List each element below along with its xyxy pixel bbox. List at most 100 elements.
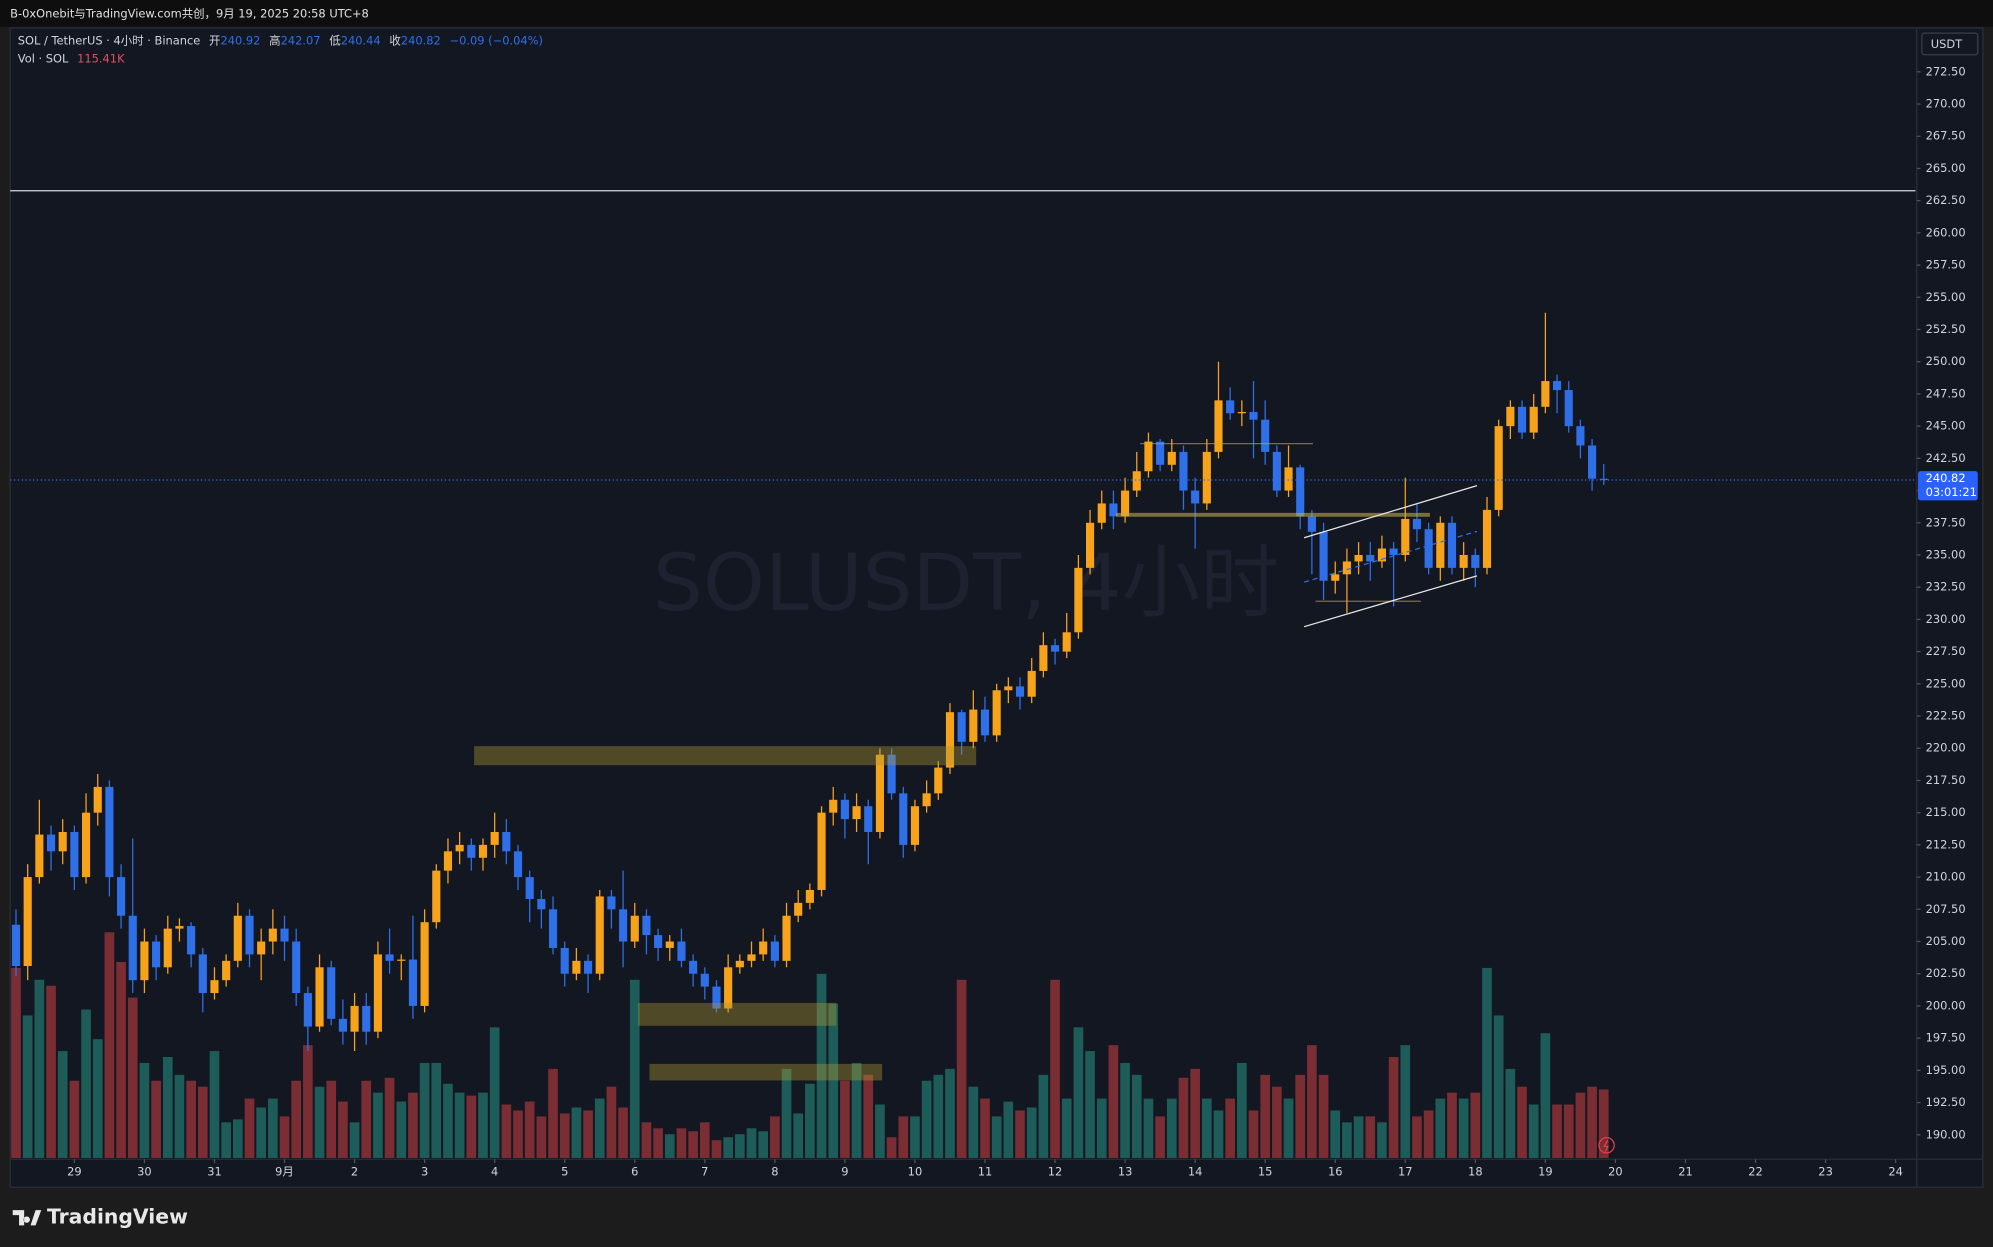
- x-tick-label: 6: [631, 1164, 638, 1178]
- volume-bar: [1307, 1045, 1317, 1158]
- x-tick-label: 9月: [275, 1164, 294, 1178]
- volume-bar: [1026, 1107, 1037, 1158]
- y-tick-label: 235.00: [1926, 547, 1966, 561]
- x-tick-label: 22: [1748, 1164, 1763, 1178]
- candle-body: [805, 889, 814, 903]
- candle-body: [420, 922, 429, 1006]
- candle-body: [572, 960, 581, 974]
- y-tick-label: 245.00: [1926, 419, 1966, 433]
- volume-bar: [221, 1122, 231, 1158]
- alert-icon[interactable]: [1598, 1137, 1615, 1154]
- candle-body: [980, 709, 990, 736]
- candle-body: [654, 935, 663, 948]
- volume-bar: [197, 1086, 208, 1158]
- volume-bar: [303, 1045, 313, 1158]
- volume-bar: [664, 1134, 675, 1158]
- candle-body: [1482, 509, 1492, 568]
- candle-body: [1576, 426, 1585, 446]
- candle-body: [1109, 503, 1118, 517]
- volume-bar: [1085, 1051, 1095, 1158]
- volume-bar: [945, 1068, 955, 1158]
- volume-bar: [910, 1116, 920, 1158]
- alert-icon-bolt: [1602, 1139, 1609, 1152]
- volume-bar: [127, 997, 138, 1158]
- volume-bar: [641, 1122, 652, 1158]
- volume-bar: [1190, 1068, 1200, 1158]
- volume-bar: [1155, 1116, 1165, 1158]
- candle-body: [724, 967, 733, 1009]
- close-value: 240.82: [401, 33, 441, 47]
- volume-bar: [1166, 1098, 1177, 1158]
- open-value: 240.92: [220, 33, 260, 47]
- candle-body: [1121, 490, 1130, 517]
- currency-button[interactable]: [1921, 32, 1979, 56]
- candle-body: [1132, 471, 1141, 491]
- volume-bar: [1400, 1045, 1411, 1158]
- candle-body: [140, 941, 149, 981]
- volume-bar: [501, 1104, 512, 1158]
- candle-body: [1389, 548, 1398, 555]
- volume-bar: [1283, 1098, 1294, 1158]
- candle-body: [1331, 574, 1340, 581]
- volume-bar: [851, 1062, 862, 1158]
- candle-body: [373, 954, 382, 1032]
- candle-body: [1599, 478, 1608, 480]
- x-tick-label: 15: [1258, 1164, 1273, 1178]
- close-label: 收: [389, 33, 401, 47]
- volume-bar: [629, 979, 640, 1158]
- volume-bar: [1015, 1110, 1025, 1158]
- volume-bar: [1482, 967, 1492, 1158]
- volume-bar: [1458, 1098, 1469, 1158]
- candle-body: [537, 898, 546, 910]
- y-tick-label: 267.50: [1926, 129, 1966, 143]
- candle-body: [1377, 548, 1387, 562]
- candle-body: [1447, 522, 1457, 568]
- volume-bar: [11, 967, 21, 1158]
- tradingview-logo: TradingView: [12, 1205, 188, 1229]
- y-tick-label: 192.50: [1926, 1095, 1966, 1109]
- volume-bar: [1412, 1116, 1422, 1158]
- candle-body: [175, 926, 184, 929]
- candle-body: [899, 793, 908, 845]
- volume-bar: [232, 1119, 243, 1158]
- candle-body: [665, 941, 674, 948]
- y-tick-label: 272.50: [1926, 64, 1966, 78]
- y-tick-label: 260.00: [1926, 225, 1966, 239]
- candle-body: [163, 928, 172, 968]
- volume-bar: [466, 1095, 477, 1158]
- x-tick-label: 5: [561, 1164, 568, 1178]
- candle-body: [1459, 554, 1468, 568]
- volume-bar: [793, 1113, 804, 1158]
- candle-body: [1237, 411, 1246, 414]
- candle-body: [642, 915, 651, 936]
- logo-text: TradingView: [47, 1205, 188, 1229]
- y-tick-label: 227.50: [1926, 644, 1966, 658]
- candle-body: [1436, 522, 1445, 568]
- volume-bar: [1061, 1098, 1072, 1158]
- candle-body: [1015, 686, 1025, 697]
- volume-value: 115.41K: [77, 51, 125, 65]
- volume-bar: [139, 1062, 150, 1158]
- candle-body: [1342, 561, 1351, 575]
- candle-body: [1261, 419, 1270, 452]
- volume-bar: [186, 1080, 196, 1158]
- candle-body: [1086, 522, 1095, 568]
- volume-bar: [1272, 1086, 1282, 1158]
- volume-bar: [349, 1122, 360, 1158]
- volume-bar: [735, 1134, 745, 1158]
- volume-bar: [1528, 1104, 1539, 1158]
- volume-bar: [875, 1104, 885, 1158]
- candle-body: [583, 960, 593, 974]
- candle-body: [478, 844, 488, 858]
- volume-bar: [338, 1101, 348, 1158]
- y-tick-label: 197.50: [1926, 1031, 1966, 1045]
- x-tick-label: 19: [1538, 1164, 1553, 1178]
- candle-body: [700, 973, 709, 987]
- volume-bar: [443, 1083, 453, 1158]
- candle-body: [1062, 632, 1071, 652]
- volume-bar: [968, 1086, 979, 1158]
- volume-bar: [174, 1074, 185, 1158]
- volume-bar: [770, 1116, 780, 1158]
- candle-body: [782, 915, 791, 961]
- volume-bar: [1353, 1116, 1364, 1158]
